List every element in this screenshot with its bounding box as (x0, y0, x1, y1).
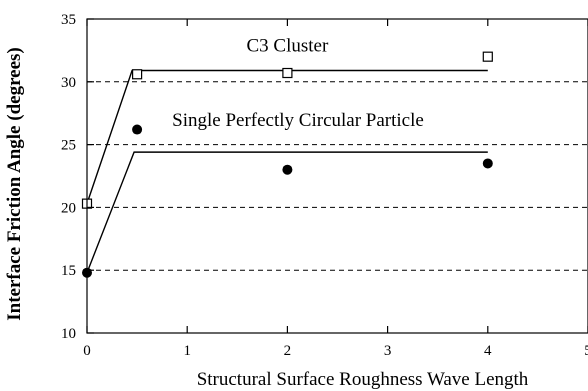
y-tick-label: 35 (61, 12, 76, 28)
x-axis-title: Structural Surface Roughness Wave Length (197, 369, 529, 390)
x-tick-label: 2 (284, 343, 292, 359)
annotation-c3-cluster: C3 Cluster (246, 36, 328, 57)
data-point-circle (482, 158, 493, 169)
data-point-circle (132, 124, 143, 135)
x-tick-label: 3 (384, 343, 392, 359)
fit-line-series-1 (86, 69, 488, 204)
x-tick-label: 1 (183, 343, 191, 359)
y-tick-label: 20 (61, 200, 76, 216)
y-axis-title: Interface Friction Angle (degrees) (4, 47, 25, 320)
plot-frame (86, 18, 588, 334)
annotation-single-particle: Single Perfectly Circular Particle (172, 110, 424, 131)
x-tick-label: 4 (484, 343, 492, 359)
y-tick-label: 30 (61, 75, 76, 91)
y-tick-label: 15 (61, 263, 76, 279)
data-point-square (482, 51, 493, 62)
data-point-circle (282, 164, 293, 175)
data-point-square (282, 67, 293, 79)
fit-line-series-2 (86, 151, 488, 273)
data-point-square (132, 69, 143, 80)
x-tick-label: 5 (584, 343, 588, 359)
y-tick-label: 25 (61, 138, 76, 154)
x-tick-label: 0 (83, 343, 91, 359)
y-tick-label: 10 (61, 326, 76, 342)
